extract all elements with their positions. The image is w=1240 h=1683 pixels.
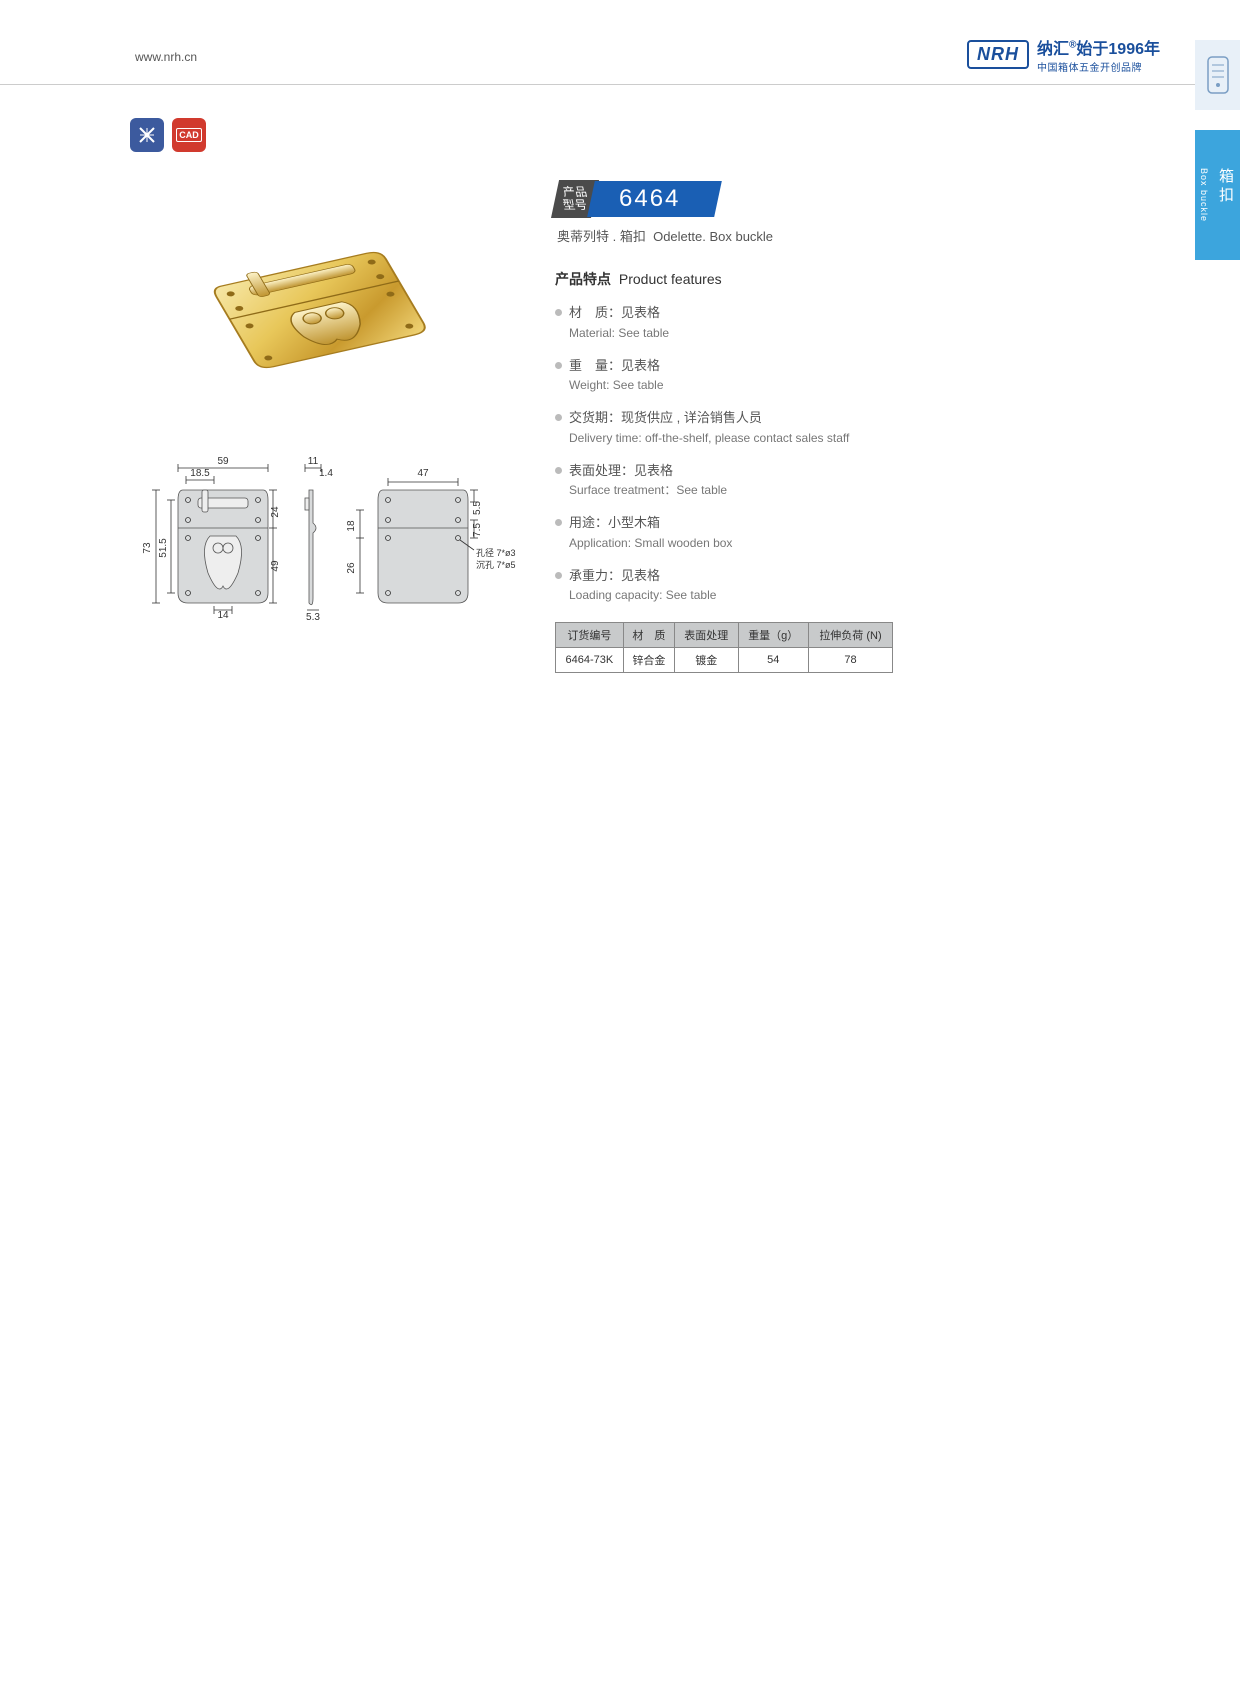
svg-text:51.5: 51.5 xyxy=(158,538,169,558)
svg-text:18: 18 xyxy=(346,520,357,532)
nrh-logo: NRH xyxy=(967,40,1029,69)
table-header: 重量（g） xyxy=(738,623,808,648)
svg-text:49: 49 xyxy=(270,560,281,572)
table-header: 表面处理 xyxy=(675,623,739,648)
tool-icon-a[interactable] xyxy=(130,118,164,152)
brand-main: 纳汇®始于1996年 xyxy=(1037,35,1160,59)
table-header: 材 质 xyxy=(623,623,674,648)
svg-text:59: 59 xyxy=(217,456,229,467)
svg-text:14: 14 xyxy=(217,610,229,621)
feature-item: 重 量：见表格Weight: See table xyxy=(555,356,905,395)
side-category-icon xyxy=(1195,40,1240,110)
svg-text:11: 11 xyxy=(308,456,319,467)
feature-item: 材 质：见表格Material: See table xyxy=(555,303,905,342)
technical-drawing: 59 18.5 73 51.5 14 24 xyxy=(130,450,550,670)
svg-text:47: 47 xyxy=(417,468,429,479)
product-name: 奥蒂列特 . 箱扣 Odelette. Box buckle xyxy=(557,226,905,245)
feature-item: 表面处理：见表格Surface treatment：See table xyxy=(555,461,905,500)
spec-table: 订货编号材 质表面处理重量（g）拉伸负荷 (N) 6464-73K锌合金镀金54… xyxy=(555,622,893,673)
brand-tagline: 中国箱体五金开创品牌 xyxy=(1037,59,1160,74)
svg-text:1.4: 1.4 xyxy=(319,468,333,479)
model-badge: 产品型号 6464 xyxy=(555,180,905,218)
svg-text:沉孔 7*ø5: 沉孔 7*ø5 xyxy=(476,560,516,570)
feature-item: 承重力：见表格Loading capacity: See table xyxy=(555,566,905,605)
side-tab-en: Box buckle xyxy=(1199,168,1209,222)
brand-logo-block: NRH 纳汇®始于1996年 中国箱体五金开创品牌 xyxy=(967,35,1160,74)
side-tab-cn: 箱扣 xyxy=(1215,168,1236,222)
feature-item: 交货期：现货供应 , 详洽销售人员Delivery time: off-the-… xyxy=(555,408,905,447)
table-header: 订货编号 xyxy=(556,623,624,648)
svg-text:24: 24 xyxy=(270,506,281,518)
svg-text:5.3: 5.3 xyxy=(306,612,320,623)
svg-text:73: 73 xyxy=(142,542,153,554)
feature-item: 用途：小型木箱Application: Small wooden box xyxy=(555,513,905,552)
product-photo xyxy=(175,195,465,425)
svg-text:18.5: 18.5 xyxy=(190,468,210,479)
svg-text:5.5: 5.5 xyxy=(472,501,483,515)
header-url: www.nrh.cn xyxy=(135,50,197,64)
table-row: 6464-73K锌合金镀金5478 xyxy=(556,648,893,673)
features-heading: 产品特点 Product features xyxy=(555,269,905,289)
table-header: 拉伸负荷 (N) xyxy=(808,623,892,648)
svg-text:孔径 7*ø3: 孔径 7*ø3 xyxy=(476,547,516,558)
side-category-tab: Box buckle 箱扣 xyxy=(1195,130,1240,260)
cad-icon[interactable]: CAD xyxy=(172,118,206,152)
svg-text:26: 26 xyxy=(346,562,357,574)
